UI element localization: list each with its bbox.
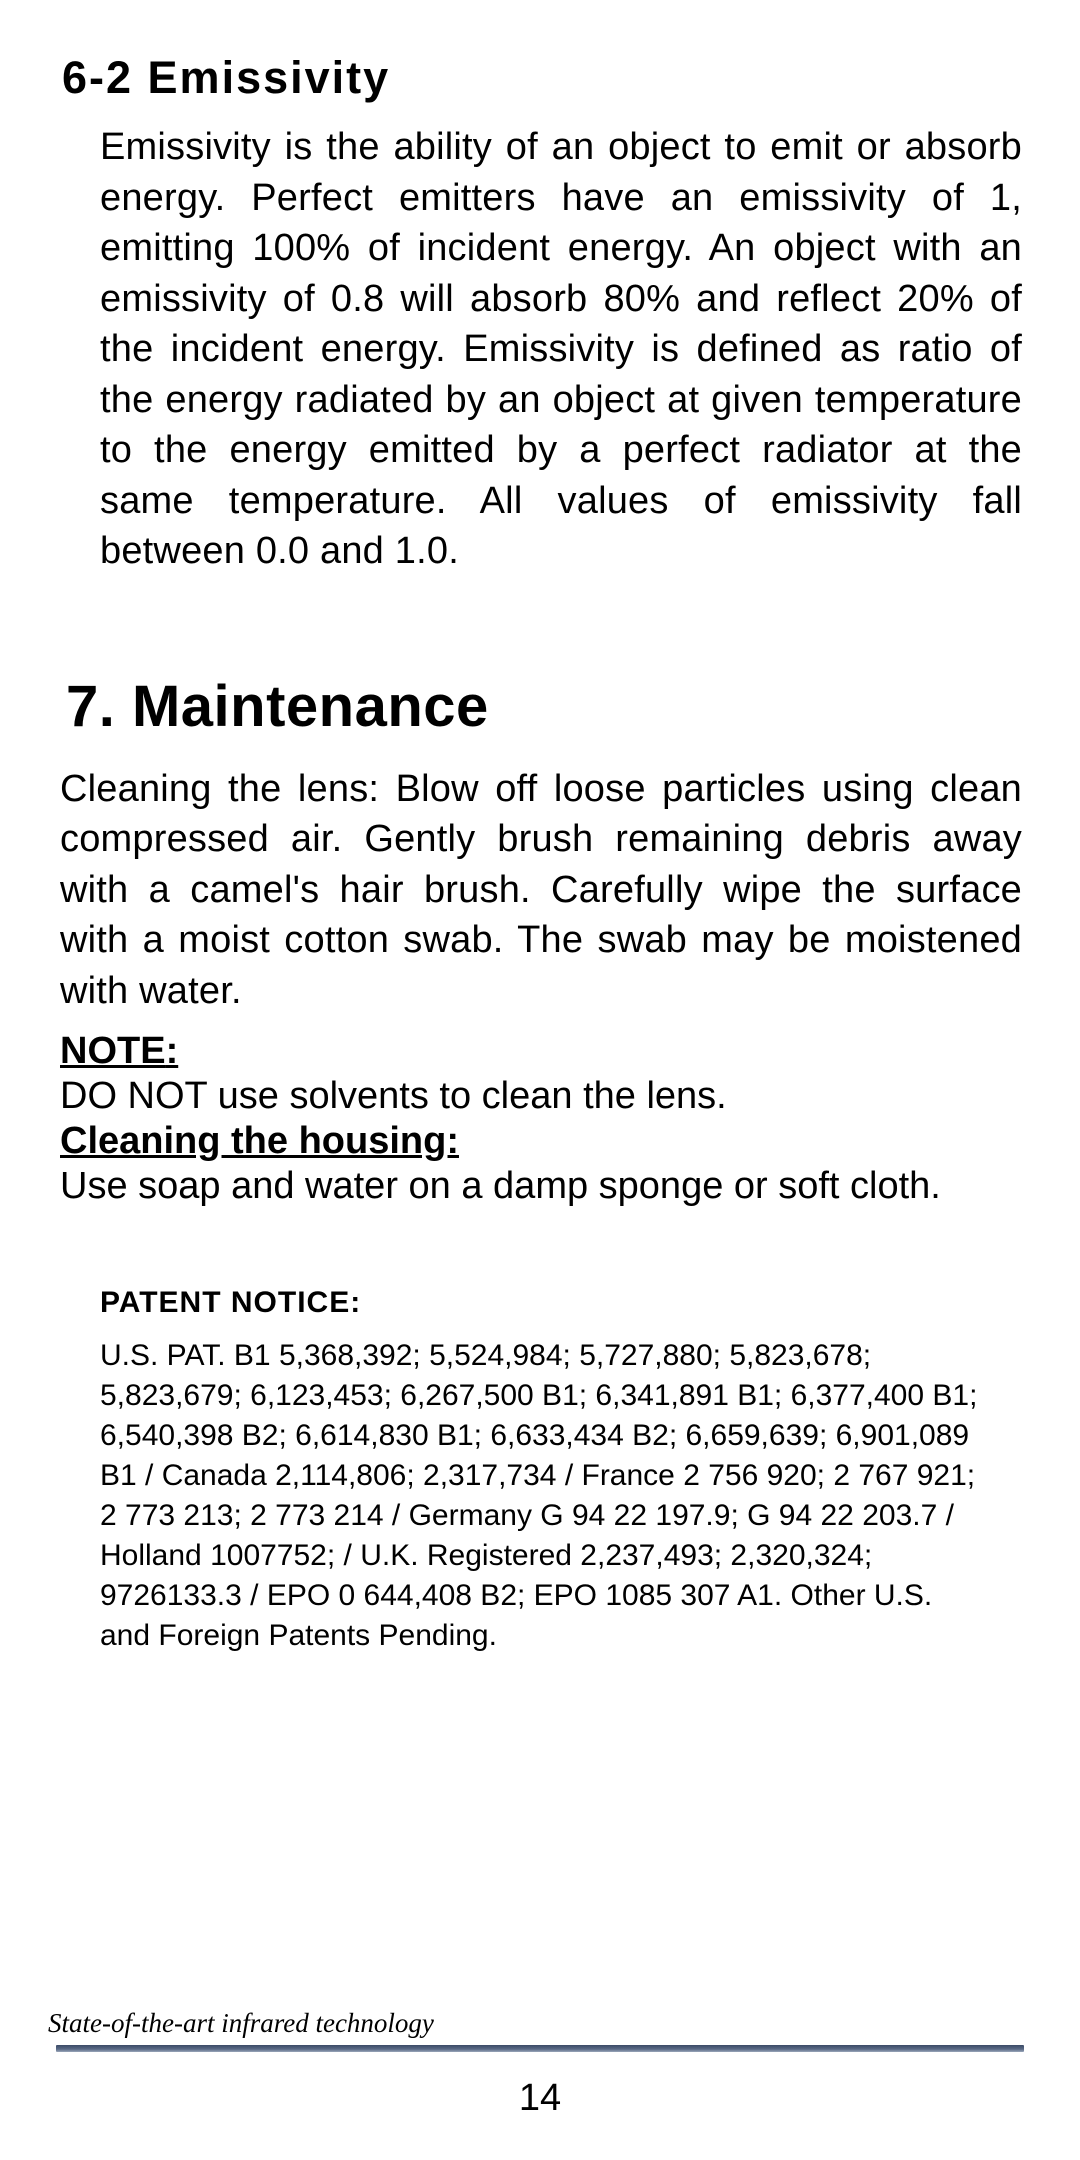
page-number: 14 <box>0 2077 1080 2120</box>
footer-tagline: State-of-the-art infrared technology <box>48 2008 1024 2039</box>
chapter-7-body: Cleaning the lens: Blow off loose partic… <box>60 764 1022 1017</box>
patent-notice-block: PATENT NOTICE: U.S. PAT. B1 5,368,392; 5… <box>100 1286 984 1655</box>
page-footer: State-of-the-art infrared technology <box>56 2008 1024 2052</box>
note-label: NOTE: <box>60 1030 1024 1073</box>
patent-notice-body: U.S. PAT. B1 5,368,392; 5,524,984; 5,727… <box>100 1336 984 1655</box>
patent-notice-heading: PATENT NOTICE: <box>100 1286 984 1320</box>
note-colon: : <box>166 1030 179 1072</box>
note-label-text: NOTE <box>60 1030 166 1072</box>
cleaning-housing-label: Cleaning the housing: <box>60 1120 1024 1163</box>
section-heading-6-2: 6-2 Emissivity <box>62 52 1024 104</box>
section-6-2-body: Emissivity is the ability of an object t… <box>100 122 1022 577</box>
footer-divider <box>56 2045 1024 2052</box>
note-body: DO NOT use solvents to clean the lens. <box>60 1075 1024 1118</box>
cleaning-housing-body: Use soap and water on a damp sponge or s… <box>60 1165 1024 1208</box>
chapter-heading-7: 7. Maintenance <box>66 673 1024 740</box>
